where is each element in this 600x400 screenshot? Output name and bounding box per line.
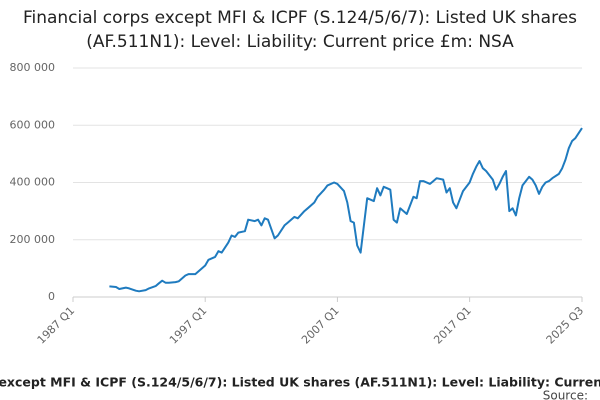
x-tick-label: 2025 Q3	[544, 304, 587, 347]
y-tick-label: 400 000	[10, 176, 56, 189]
x-tick-label: 1997 Q1	[167, 304, 210, 347]
legend-entry: Financial corps except MFI & ICPF (S.124…	[0, 375, 600, 390]
chart-title: Financial corps except MFI & ICPF (S.124…	[22, 8, 578, 52]
y-tick-label: 800 000	[10, 61, 56, 74]
line	[109, 127, 583, 293]
x-tick-label: 2017 Q1	[431, 304, 474, 347]
y-tick-label: 0	[48, 290, 55, 303]
x-tick-label: 1987 Q1	[35, 304, 78, 347]
y-tick-label: 200 000	[10, 233, 56, 246]
source: Source:	[543, 389, 588, 400]
x-tick-label: 2007 Q1	[299, 304, 342, 347]
y-tick-label: 600 000	[10, 118, 56, 131]
